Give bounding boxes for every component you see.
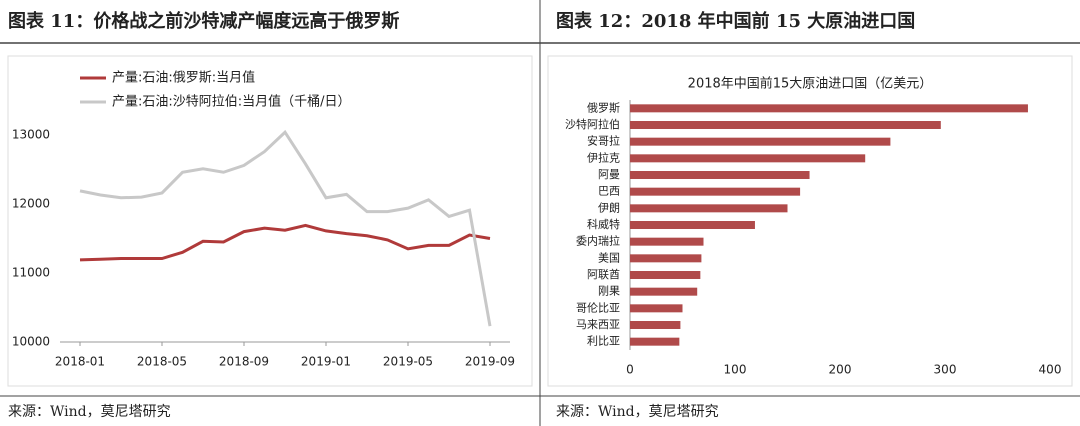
y-tick-label: 哥伦比亚 <box>576 300 620 314</box>
y-tick-label: 安哥拉 <box>587 134 620 148</box>
y-tick-label: 伊朗 <box>598 201 620 214</box>
x-tick-label: 2019-05 <box>383 355 433 369</box>
y-tick-label: 阿联酋 <box>587 267 620 281</box>
bar <box>630 171 810 179</box>
x-tick-label: 2018-09 <box>219 355 269 369</box>
y-tick-label: 巴西 <box>598 185 620 198</box>
y-tick-label: 10000 <box>12 335 50 349</box>
source: 来源：Wind，莫尼塔研究 <box>8 404 171 420</box>
y-tick-label: 委内瑞拉 <box>576 234 620 248</box>
x-tick-label: 400 <box>1039 363 1062 377</box>
bar <box>630 221 755 229</box>
panel-heading: 图表 11：价格战之前沙特减产幅度远高于俄罗斯 <box>8 10 399 32</box>
x-tick-label: 2018-05 <box>137 355 187 369</box>
bar <box>630 321 681 329</box>
y-tick-label: 伊拉克 <box>587 150 620 164</box>
bar <box>630 254 702 263</box>
y-tick-label: 利比亚 <box>587 335 620 348</box>
legend-label: 产量:石油:沙特阿拉伯:当月值（千桶/日） <box>112 94 351 110</box>
x-tick-label: 2019-01 <box>301 355 351 369</box>
panel-heading: 图表 12：2018 年中国前 15 大原油进口国 <box>556 10 915 32</box>
bar <box>630 271 701 279</box>
bar <box>630 237 704 246</box>
y-tick-label: 沙特阿拉伯 <box>565 117 620 131</box>
series-line <box>79 129 492 327</box>
bar <box>630 137 891 146</box>
y-tick-label: 马来西亚 <box>576 318 620 331</box>
source: 来源：Wind，莫尼塔研究 <box>556 404 719 420</box>
bar <box>630 104 1028 113</box>
x-tick-label: 100 <box>724 363 747 377</box>
y-tick-label: 科威特 <box>587 217 620 231</box>
y-tick-label: 12000 <box>12 197 50 211</box>
y-tick-label: 11000 <box>12 266 50 280</box>
x-tick-label: 300 <box>934 363 957 377</box>
chart-frame <box>7 55 533 387</box>
x-tick-label: 2019-09 <box>465 355 515 369</box>
bar <box>630 304 683 313</box>
y-tick-label: 刚果 <box>598 285 620 298</box>
bar <box>630 187 801 196</box>
bar <box>630 287 698 296</box>
bar <box>630 121 941 129</box>
y-tick-label: 阿曼 <box>598 168 620 181</box>
y-tick-label: 俄罗斯 <box>587 101 620 114</box>
chart-frame <box>547 55 1073 387</box>
series-line <box>79 223 491 262</box>
x-tick-label: 2018-01 <box>55 355 105 369</box>
bar <box>630 154 866 163</box>
bar <box>630 337 680 346</box>
legend-label: 产量:石油:俄罗斯:当月值 <box>112 70 255 86</box>
x-tick-label: 0 <box>626 363 634 377</box>
y-tick-label: 13000 <box>12 128 50 142</box>
y-tick-label: 美国 <box>598 251 620 264</box>
x-tick-label: 200 <box>829 363 852 377</box>
chart-title: 2018年中国前15大原油进口国（亿美元） <box>688 76 933 92</box>
bar <box>630 204 788 213</box>
